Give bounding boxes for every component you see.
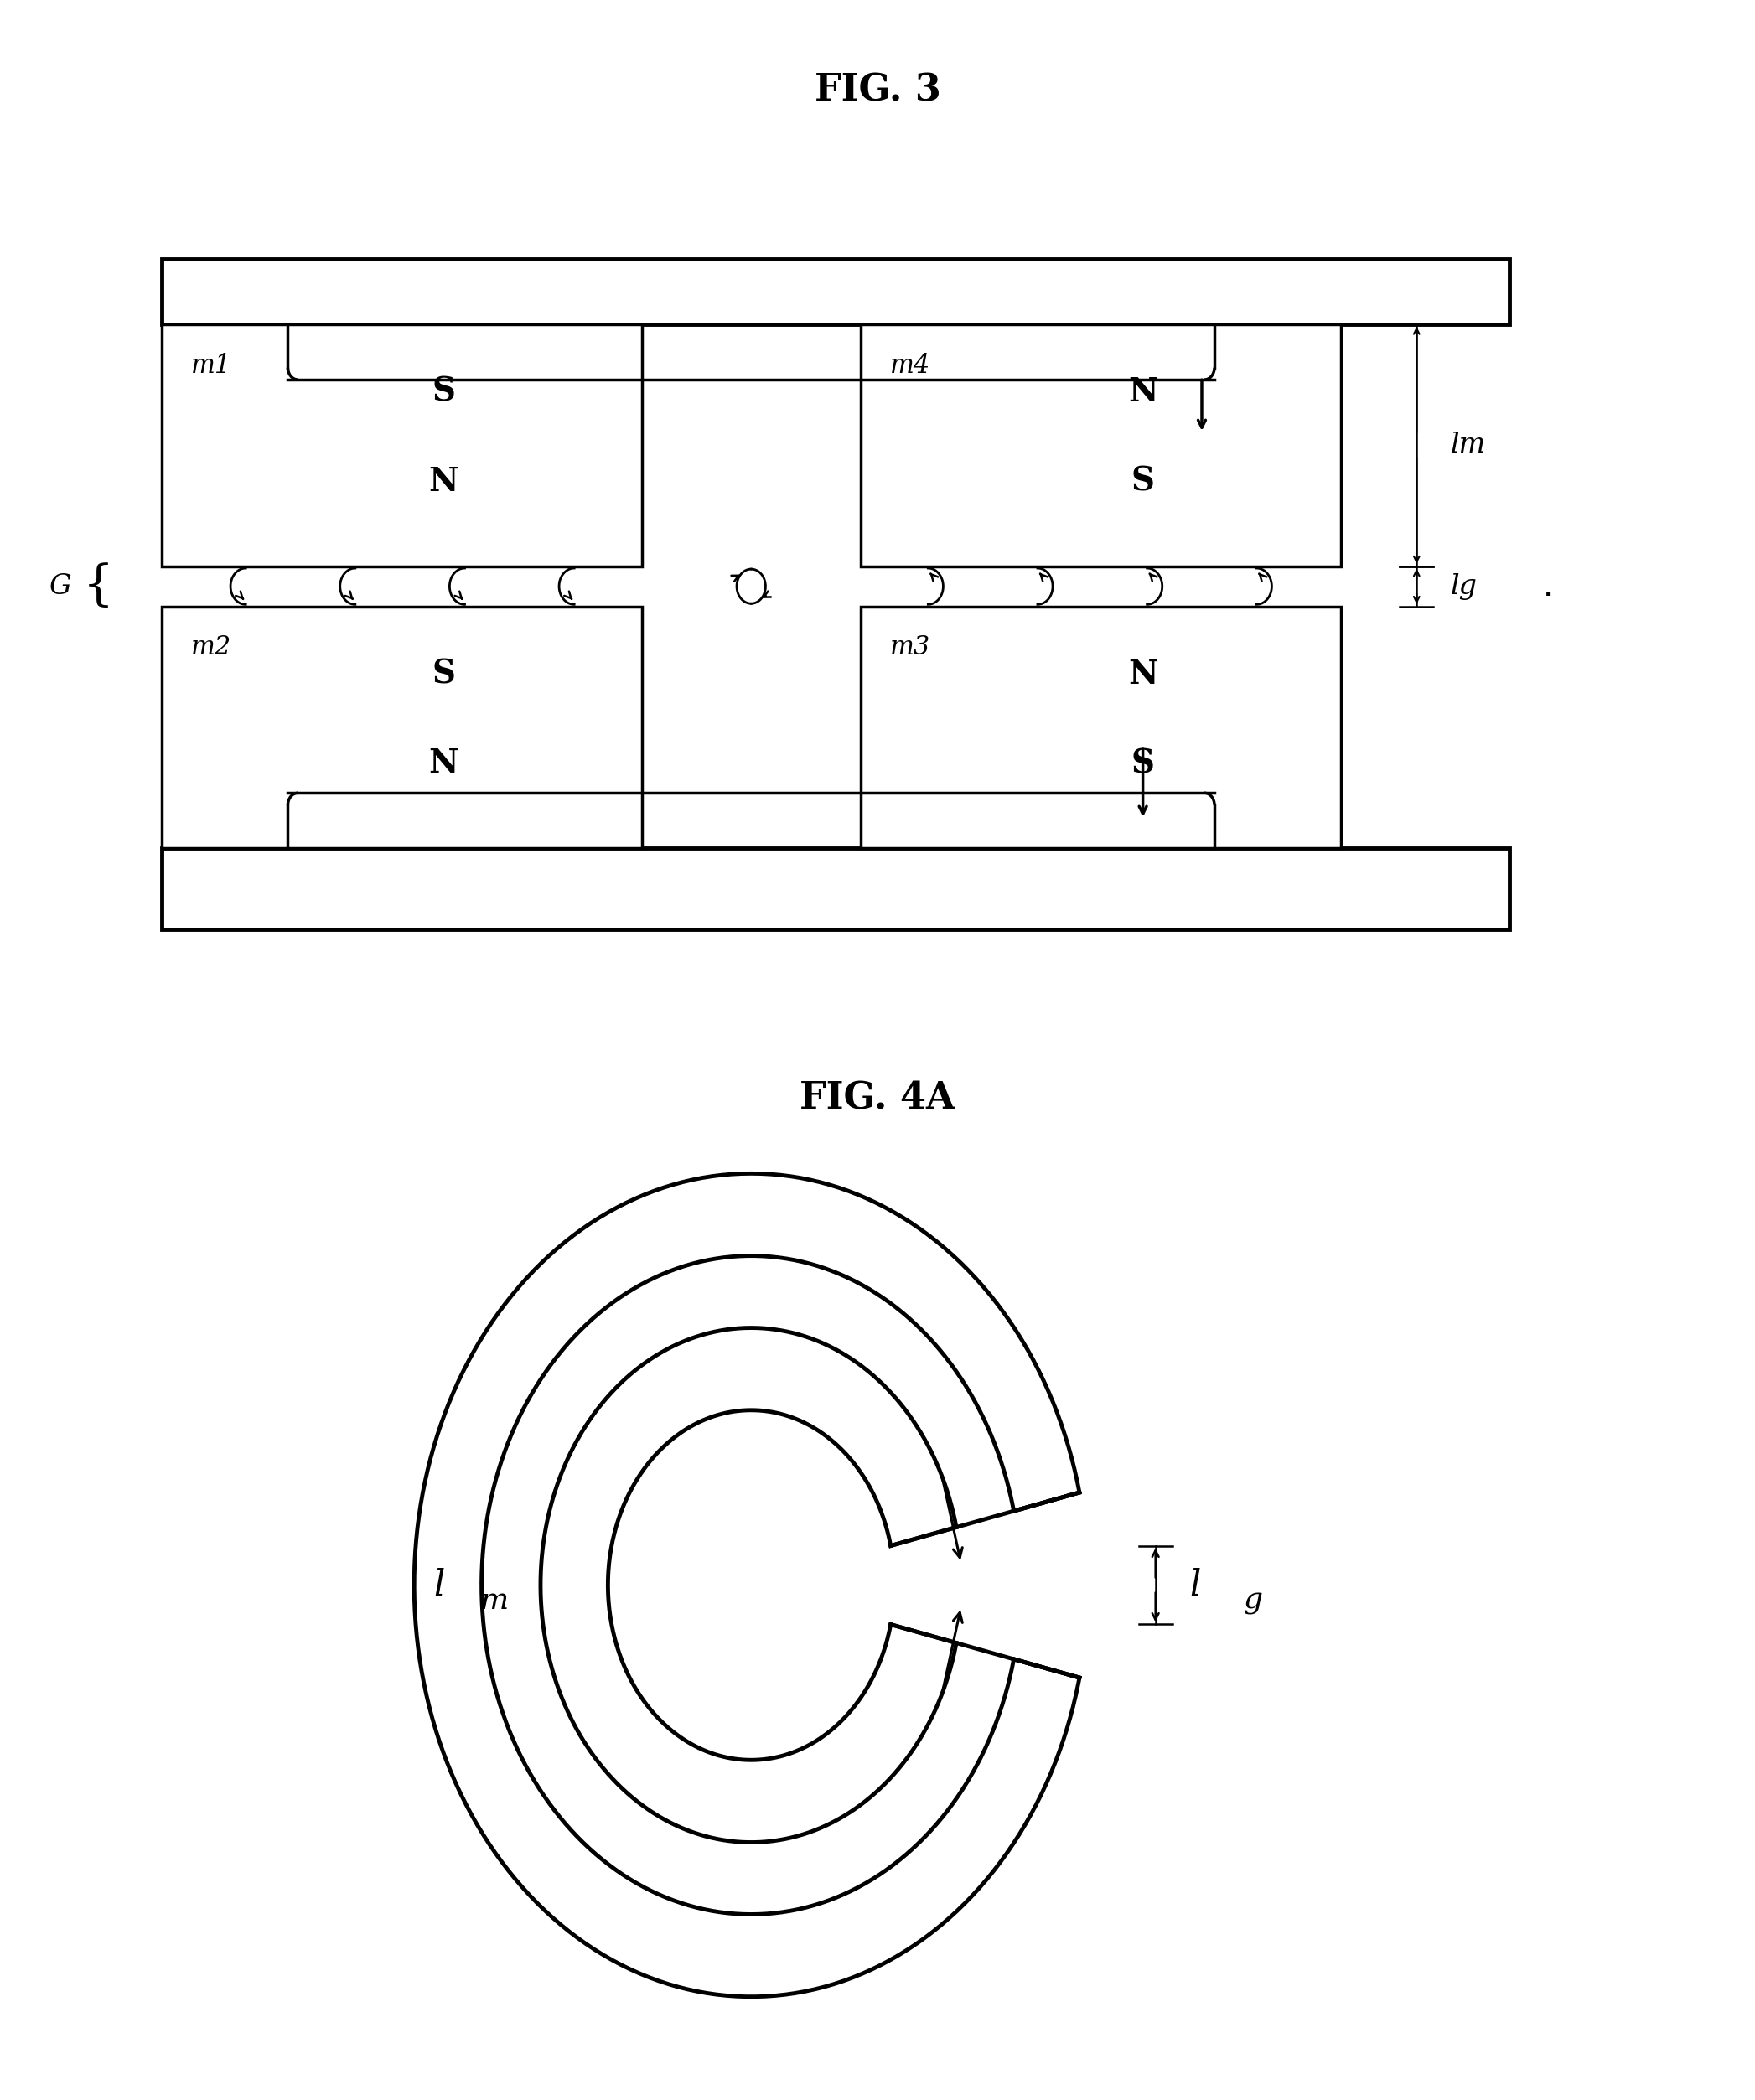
Text: l: l: [1190, 1567, 1200, 1602]
Text: S: S: [1132, 466, 1155, 498]
Polygon shape: [414, 1174, 1079, 1997]
Text: m1: m1: [191, 353, 232, 378]
Text: FIG. 4A: FIG. 4A: [800, 1082, 955, 1117]
Text: m2: m2: [191, 634, 232, 662]
Bar: [161, 607, 642, 848]
Text: N: N: [1128, 376, 1158, 407]
Bar: [161, 848, 1509, 928]
Text: S: S: [432, 376, 455, 407]
Text: S: S: [1132, 748, 1155, 779]
Text: g: g: [1244, 1586, 1264, 1615]
Polygon shape: [541, 1327, 956, 1842]
Text: N: N: [1128, 657, 1158, 691]
Text: G: G: [49, 573, 72, 601]
Text: N: N: [428, 466, 458, 498]
Text: {: {: [82, 563, 114, 609]
Text: m3: m3: [890, 634, 930, 662]
Text: FIG. 3: FIG. 3: [814, 71, 941, 109]
Text: lg: lg: [1450, 573, 1478, 601]
Bar: [161, 258, 1509, 323]
Text: l: l: [433, 1567, 446, 1602]
Text: N: N: [428, 748, 458, 779]
Text: m4: m4: [890, 353, 930, 378]
Text: .: .: [1543, 571, 1553, 603]
Text: S: S: [432, 657, 455, 691]
Bar: [860, 607, 1341, 848]
Text: m: m: [479, 1586, 509, 1615]
Text: lm: lm: [1450, 433, 1486, 458]
Bar: [161, 323, 642, 567]
Bar: [860, 323, 1341, 567]
